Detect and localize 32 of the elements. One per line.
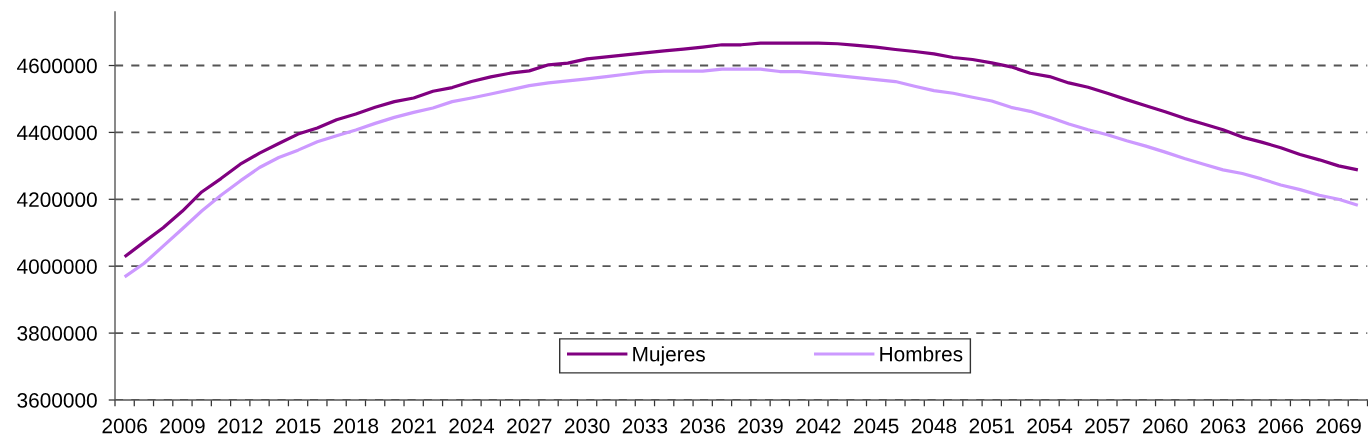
x-tick-label: 2018	[333, 418, 379, 434]
x-tick-label: 2060	[1143, 418, 1188, 434]
line-series	[123, 41, 1360, 259]
x-tick-label: 2054	[1027, 418, 1073, 434]
x-tick-label: 2048	[911, 418, 957, 434]
x-tick-label: 2021	[391, 418, 436, 434]
y-tick-label: 4400000	[17, 125, 97, 141]
x-tick-label: 2066	[1258, 418, 1304, 434]
line-series	[123, 67, 1360, 279]
x-tick-label: 2009	[160, 418, 205, 434]
x-tick-label: 2012	[218, 418, 263, 434]
x-tick-label: 2015	[275, 418, 321, 434]
x-tick-label: 2036	[680, 418, 725, 434]
y-tick-label: 4000000	[17, 259, 97, 274]
y-tick-label: 3800000	[17, 326, 97, 341]
x-tick-label: 2042	[796, 418, 841, 434]
x-tick-label: 2027	[507, 418, 552, 434]
y-tick-label: 4600000	[17, 58, 97, 74]
x-tick-label: 2024	[449, 418, 495, 434]
y-tick-label: 4200000	[17, 192, 97, 208]
x-tick-label: 2006	[102, 418, 147, 434]
x-tick-label: 2057	[1085, 418, 1130, 434]
x-tick-label: 2069	[1316, 418, 1361, 434]
x-tick-label: 2030	[564, 418, 610, 434]
x-tick-label: 2045	[854, 418, 899, 434]
x-tick-label: 2063	[1200, 418, 1246, 434]
x-tick-label: 2039	[738, 418, 783, 434]
x-tick-label: 2051	[969, 418, 1014, 434]
legend-label: Hombres	[880, 346, 963, 362]
y-tick-label: 3600000	[17, 393, 97, 408]
legend-label: Mujeres	[633, 346, 705, 366]
x-tick-label: 2033	[622, 418, 668, 434]
